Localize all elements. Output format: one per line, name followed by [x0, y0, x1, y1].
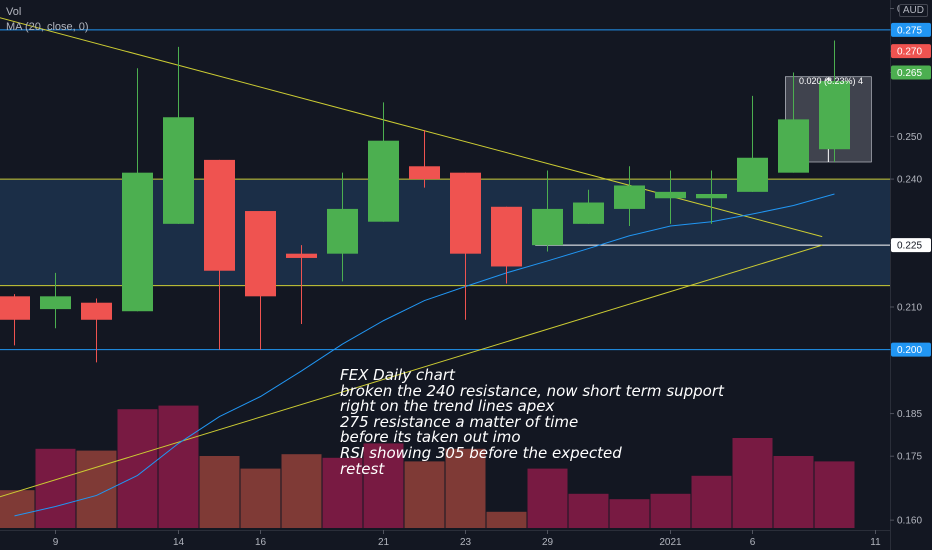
- volume-bar: [281, 454, 322, 528]
- annotation-line: 275 resistance a matter of time: [340, 412, 579, 431]
- candle-body: [737, 157, 768, 192]
- annotation-line: right on the trend lines apex: [340, 397, 555, 416]
- volume-bar: [650, 493, 691, 528]
- price-label-bg: [891, 238, 931, 253]
- price-label-bg: [891, 342, 931, 357]
- price-labels: 0.275 0.270 0.265 0.225 0.200: [891, 22, 931, 357]
- x-tick-label: 16: [255, 537, 267, 548]
- candle-body: [368, 140, 399, 222]
- candle-body: [40, 296, 71, 310]
- measure-label: 0.020 (8.23%) 4: [799, 76, 864, 86]
- candle-body: [655, 191, 686, 199]
- trend-lines[interactable]: [0, 9, 823, 508]
- candle-body: [491, 206, 522, 267]
- volume-bar: [691, 475, 732, 528]
- price-label: 0.275: [897, 25, 922, 36]
- x-tick-label: 6: [750, 537, 756, 548]
- candle-body: [614, 185, 645, 209]
- annotation-line: FEX Daily chart: [340, 366, 455, 384]
- volume-bar: [814, 461, 855, 528]
- volume-bar: [732, 438, 773, 528]
- price-label: 0.270: [897, 47, 922, 58]
- volume-bar: [404, 461, 445, 528]
- candle-body: [0, 296, 30, 320]
- volume-bar: [445, 448, 486, 528]
- volume-bar: [363, 443, 404, 528]
- chart-annotation[interactable]: FEX Daily chart broken the 240 resistanc…: [340, 366, 724, 478]
- y-tick-label: 0.185: [897, 409, 922, 420]
- y-tick-label: 0.175: [897, 452, 922, 463]
- price-label-bg: [891, 22, 931, 37]
- volume-legend[interactable]: Vol: [6, 6, 22, 18]
- x-tick-label: 11: [870, 537, 881, 548]
- x-tick-label: 14: [173, 537, 185, 548]
- candles: [0, 40, 850, 363]
- candle-body: [450, 172, 481, 254]
- annotation-line: retest: [340, 459, 385, 478]
- candle-body: [327, 208, 358, 254]
- price-label-bg: [891, 65, 931, 80]
- price-label: 0.265: [897, 68, 922, 79]
- volume-bar: [199, 456, 240, 528]
- candle-body: [286, 253, 317, 258]
- x-tick-label: 29: [542, 537, 554, 548]
- volume-bar: [117, 409, 158, 528]
- volume-bar: [773, 456, 814, 528]
- price-label: 0.225: [897, 241, 922, 252]
- x-tick-label: 21: [378, 537, 390, 548]
- candle-body: [122, 172, 153, 312]
- indicator-legend[interactable]: Vol MA (20, close, 0): [6, 5, 89, 35]
- candle-body: [163, 117, 194, 224]
- volume-bar: [0, 490, 35, 528]
- time-axis-bg: [0, 530, 890, 550]
- x-tick-label: 9: [53, 537, 59, 548]
- volume-bar: [527, 468, 568, 528]
- currency-badge[interactable]: AUD: [898, 4, 928, 17]
- price-axis-bg: [890, 0, 932, 550]
- volume-bar: [240, 468, 281, 528]
- volume-bar: [35, 448, 76, 528]
- volume-bar: [609, 499, 650, 528]
- candle-body: [245, 211, 276, 297]
- trend-line: [0, 244, 823, 498]
- x-tick-label: 23: [460, 537, 472, 548]
- annotation-line: RSI showing 305 before the expected: [340, 443, 622, 462]
- y-tick-label: 0.240: [897, 175, 922, 186]
- ma-line: [14, 193, 835, 517]
- volume-bar: [158, 405, 199, 528]
- price-label-bg: [891, 44, 931, 59]
- candle-body: [819, 81, 850, 150]
- y-tick-label: 0.160: [897, 516, 922, 527]
- annotation-line: before its taken out imo: [340, 428, 521, 447]
- volume-bar: [568, 493, 609, 528]
- candle-body: [778, 119, 809, 173]
- candle-body: [696, 193, 727, 199]
- y-tick-label: 0.250: [897, 132, 922, 143]
- candle-body: [532, 208, 563, 246]
- annotation-line: broken the 240 resistance, now short ter…: [340, 381, 724, 400]
- moving-average: [14, 193, 835, 517]
- candle-body: [573, 202, 604, 224]
- volume-bars: [0, 405, 855, 528]
- volume-bar: [76, 450, 117, 528]
- volume-bar: [322, 457, 363, 528]
- candle-body: [409, 166, 440, 180]
- x-tick-label: 2021: [659, 537, 682, 548]
- y-tick-label: 0.210: [897, 302, 922, 313]
- candle-body: [81, 302, 112, 320]
- candle-body: [204, 159, 235, 271]
- trend-line: [0, 17, 823, 238]
- price-label: 0.200: [897, 345, 922, 356]
- volume-bar: [486, 511, 527, 528]
- ma-legend[interactable]: MA (20, close, 0): [6, 21, 89, 33]
